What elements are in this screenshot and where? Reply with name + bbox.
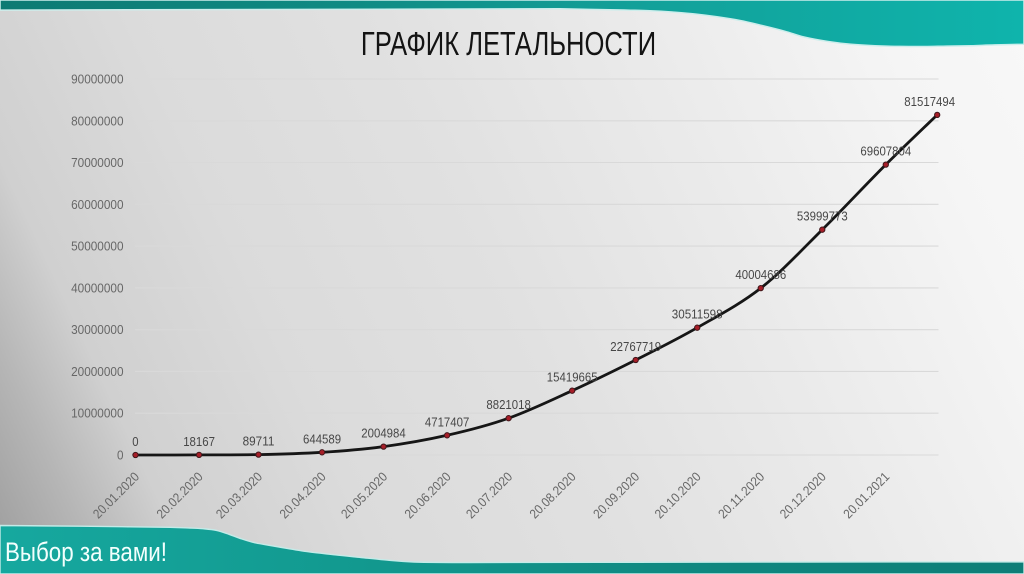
svg-text:20.09.2020: 20.09.2020 bbox=[590, 469, 642, 521]
svg-text:69607804: 69607804 bbox=[860, 144, 911, 159]
svg-text:20.03.2020: 20.03.2020 bbox=[213, 469, 265, 521]
svg-text:644589: 644589 bbox=[303, 431, 341, 446]
svg-text:81517494: 81517494 bbox=[904, 94, 955, 109]
svg-text:60000000: 60000000 bbox=[71, 197, 123, 212]
svg-text:20000000: 20000000 bbox=[71, 364, 123, 379]
svg-text:89711: 89711 bbox=[243, 434, 275, 449]
svg-text:53999773: 53999773 bbox=[797, 209, 848, 224]
svg-text:8821018: 8821018 bbox=[486, 397, 530, 412]
svg-text:20.06.2020: 20.06.2020 bbox=[401, 469, 453, 521]
svg-text:20.08.2020: 20.08.2020 bbox=[526, 469, 578, 521]
svg-text:20.01.2021: 20.01.2021 bbox=[840, 469, 892, 521]
svg-text:2004984: 2004984 bbox=[361, 426, 405, 441]
svg-text:20.05.2020: 20.05.2020 bbox=[338, 469, 390, 521]
svg-text:20.12.2020: 20.12.2020 bbox=[777, 469, 829, 521]
svg-text:10000000: 10000000 bbox=[71, 406, 123, 421]
svg-text:20.10.2020: 20.10.2020 bbox=[651, 469, 703, 521]
svg-text:20.04.2020: 20.04.2020 bbox=[276, 469, 328, 521]
svg-text:50000000: 50000000 bbox=[71, 239, 123, 254]
svg-text:30000000: 30000000 bbox=[71, 322, 123, 337]
svg-text:40004686: 40004686 bbox=[735, 267, 786, 282]
svg-text:70000000: 70000000 bbox=[71, 155, 123, 170]
svg-text:40000000: 40000000 bbox=[71, 280, 123, 295]
svg-text:22767719: 22767719 bbox=[610, 339, 661, 354]
svg-text:15419665: 15419665 bbox=[547, 370, 598, 385]
svg-text:20.01.2020: 20.01.2020 bbox=[90, 469, 142, 521]
svg-text:4717407: 4717407 bbox=[425, 414, 469, 429]
svg-text:20.02.2020: 20.02.2020 bbox=[153, 469, 205, 521]
svg-text:20.07.2020: 20.07.2020 bbox=[463, 469, 515, 521]
svg-text:90000000: 90000000 bbox=[71, 72, 123, 87]
svg-text:0: 0 bbox=[132, 434, 138, 449]
svg-text:30511598: 30511598 bbox=[672, 307, 723, 322]
svg-text:0: 0 bbox=[117, 448, 124, 463]
svg-text:18167: 18167 bbox=[183, 434, 215, 449]
svg-text:80000000: 80000000 bbox=[71, 113, 123, 128]
svg-text:20.11.2020: 20.11.2020 bbox=[715, 469, 767, 521]
